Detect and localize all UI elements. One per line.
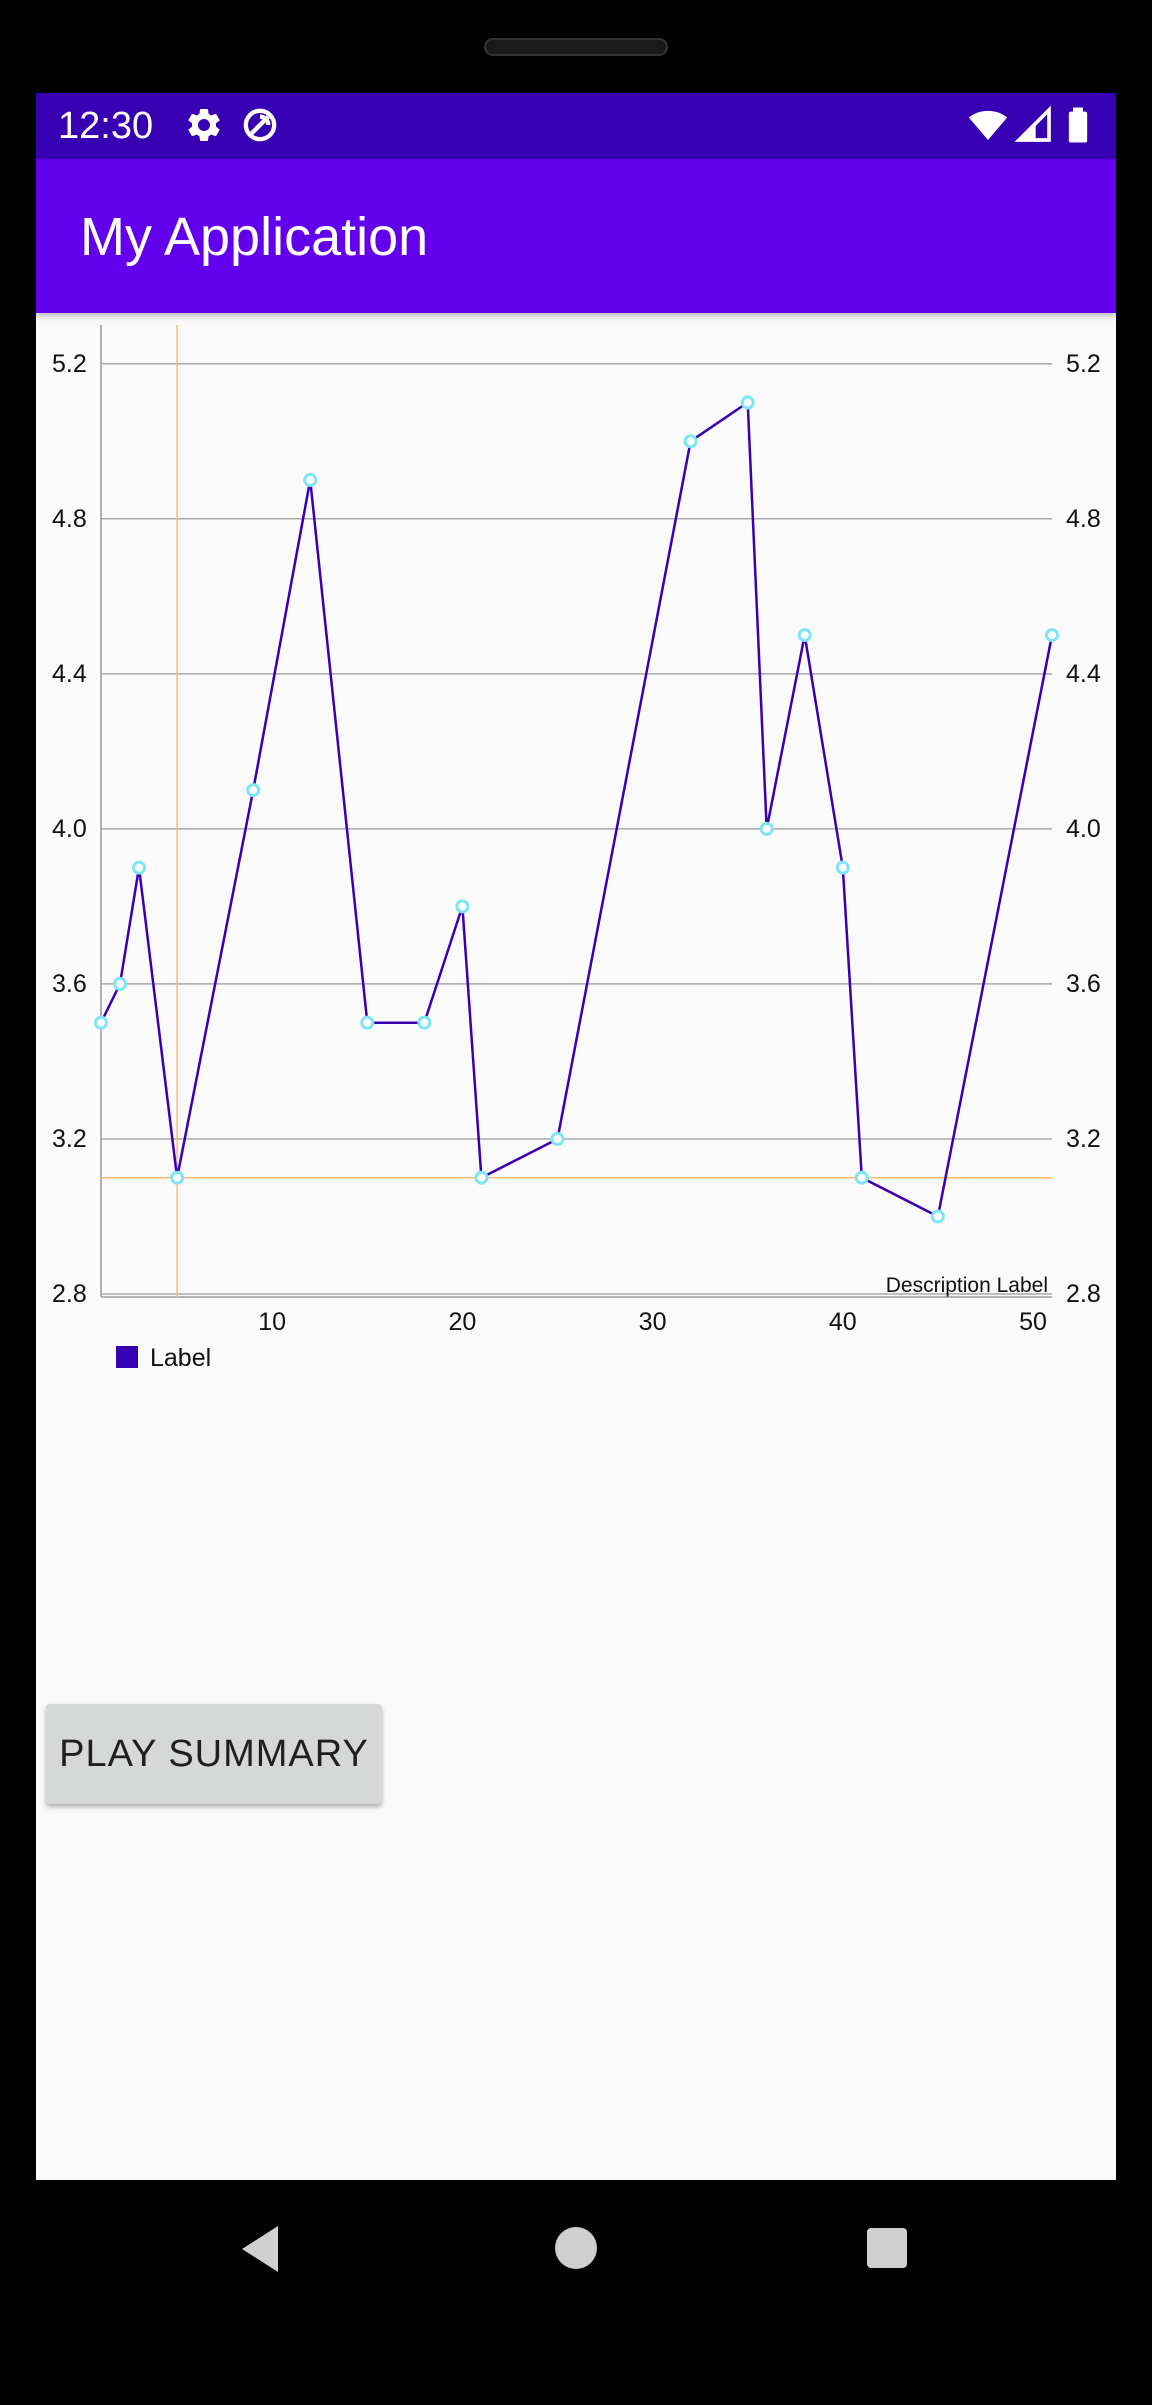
battery-icon <box>1068 107 1088 143</box>
data-point <box>132 860 147 875</box>
y-tick-label-left: 4.8 <box>52 505 87 533</box>
data-point <box>854 1170 869 1185</box>
x-tick-label: 30 <box>639 1308 667 1336</box>
data-point <box>740 395 755 410</box>
status-time: 12:30 <box>58 105 154 147</box>
data-point <box>113 976 128 991</box>
x-tick-label: 20 <box>448 1308 476 1336</box>
data-point <box>170 1170 185 1185</box>
play-summary-button[interactable]: PLAY SUMMARY <box>46 1704 382 1804</box>
recents-icon[interactable] <box>865 2226 909 2270</box>
gear-icon <box>188 108 220 141</box>
screen: 12:30 <box>36 93 1116 2180</box>
status-bar: 12:30 <box>36 93 1116 159</box>
y-tick-label-right: 4.8 <box>1066 505 1101 533</box>
x-tick-label: 10 <box>258 1308 286 1336</box>
data-point <box>835 860 850 875</box>
navigation-bar <box>0 2180 1152 2340</box>
data-point <box>550 1131 565 1146</box>
y-tick-label-right: 4.0 <box>1066 815 1101 843</box>
y-tick-label-right: 3.6 <box>1066 970 1101 998</box>
data-point <box>455 899 470 914</box>
axis-layer <box>100 325 1052 1298</box>
signal-icon <box>1014 105 1051 142</box>
y-tick-label-left: 5.2 <box>52 350 87 378</box>
series-line <box>99 400 1054 1219</box>
data-point <box>683 434 698 449</box>
highlight-layer <box>101 325 1052 1297</box>
legend-label: Label <box>150 1344 211 1372</box>
home-icon[interactable] <box>552 2224 600 2272</box>
app-bar: My Application <box>36 159 1116 313</box>
grid-layer <box>101 363 1052 1295</box>
wifi-icon <box>968 110 1008 140</box>
x-tick-label: 50 <box>1019 1308 1047 1336</box>
y-tick-label-right: 3.2 <box>1066 1125 1101 1153</box>
data-point <box>797 628 812 643</box>
earpiece-speaker <box>484 38 668 56</box>
y-tick-label-left: 2.8 <box>52 1280 87 1308</box>
data-point <box>246 783 261 798</box>
line-chart[interactable]: 2.8 2.8 3.2 3.2 3.6 3.6 4.0 4.0 4.4 4.4 4.8 4.8 5.2 5… <box>36 325 1116 1685</box>
data-point <box>94 1015 108 1030</box>
y-tick-label-left: 3.6 <box>52 970 87 998</box>
data-point <box>930 1209 945 1224</box>
data-point <box>303 473 318 488</box>
data-point <box>360 1015 375 1030</box>
back-icon[interactable] <box>236 2222 284 2276</box>
y-tick-label-left: 3.2 <box>52 1125 87 1153</box>
app-title: My Application <box>80 207 429 267</box>
label-layer: 2.8 2.8 3.2 3.2 3.6 3.6 4.0 4.0 4.4 4.4 4.8 4.8 5.2 5… <box>52 350 1101 1372</box>
series-layer <box>99 400 1054 1219</box>
y-tick-label-left: 4.0 <box>52 815 87 843</box>
y-tick-label-right: 2.8 <box>1066 1280 1101 1308</box>
y-tick-label-right: 5.2 <box>1066 350 1101 378</box>
data-point <box>474 1170 489 1185</box>
data-point <box>1045 628 1059 643</box>
x-tick-label: 40 <box>829 1308 857 1336</box>
points-layer <box>94 395 1059 1224</box>
data-point <box>759 821 774 836</box>
legend-swatch <box>116 1346 138 1368</box>
vpn-icon <box>243 108 277 142</box>
chart-description: Description Label <box>886 1274 1048 1297</box>
y-tick-label-left: 4.4 <box>52 660 87 688</box>
y-tick-label-right: 4.4 <box>1066 660 1101 688</box>
data-point <box>417 1015 432 1030</box>
